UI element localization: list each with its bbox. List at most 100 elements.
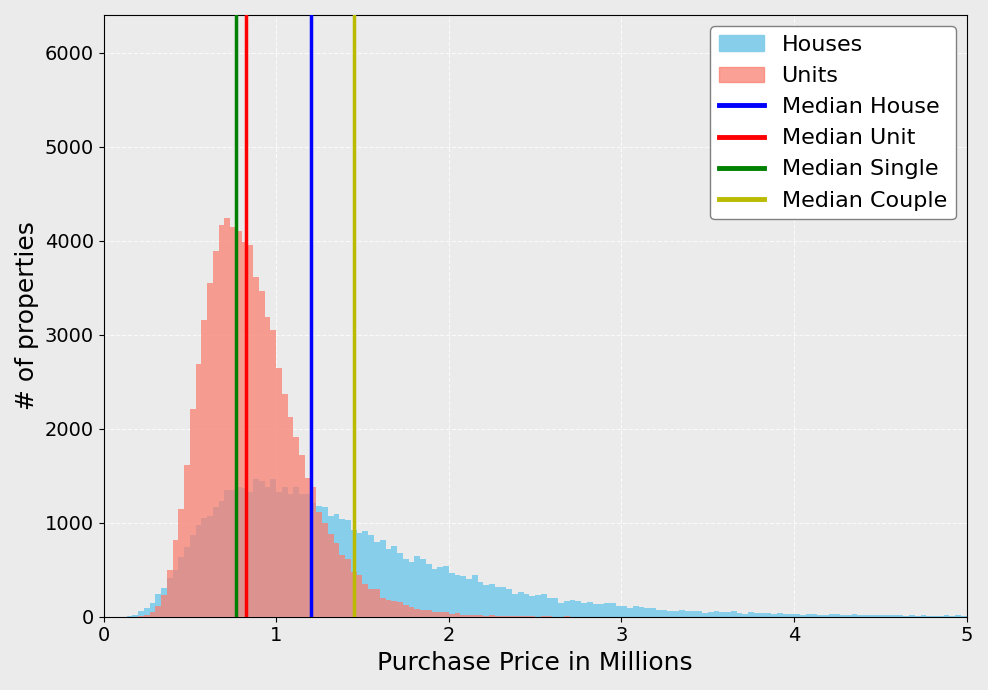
Bar — [472, 575, 477, 617]
Bar — [426, 611, 432, 617]
Bar — [184, 547, 190, 617]
Bar — [794, 613, 800, 617]
Bar — [454, 613, 460, 617]
Bar — [927, 616, 933, 617]
Bar — [299, 455, 305, 617]
Bar — [949, 615, 955, 617]
Bar — [489, 615, 495, 617]
Bar — [719, 611, 725, 617]
Bar — [403, 559, 408, 617]
Y-axis label: # of properties: # of properties — [15, 221, 39, 411]
Bar — [316, 512, 322, 617]
Bar — [788, 614, 794, 617]
Bar — [230, 490, 236, 617]
Bar — [742, 613, 748, 617]
Bar — [224, 217, 230, 617]
Bar — [530, 596, 535, 617]
Bar — [477, 582, 483, 617]
Bar — [524, 595, 530, 617]
Bar — [149, 603, 155, 617]
Bar — [570, 600, 575, 617]
Bar — [915, 615, 921, 617]
Bar — [800, 615, 805, 617]
Bar — [282, 395, 288, 617]
Bar — [782, 613, 788, 617]
Bar — [414, 555, 420, 617]
Bar — [483, 585, 489, 617]
Bar — [310, 503, 316, 617]
Bar — [167, 570, 173, 617]
Bar — [633, 607, 638, 617]
Bar — [460, 576, 466, 617]
Bar — [638, 607, 644, 617]
Bar — [702, 613, 707, 617]
Bar — [212, 506, 218, 617]
Bar — [202, 320, 207, 617]
Bar — [305, 493, 310, 617]
Bar — [535, 595, 540, 617]
Bar — [374, 542, 379, 617]
Bar — [921, 615, 927, 617]
Bar — [288, 493, 293, 617]
Bar — [685, 611, 691, 617]
Bar — [725, 612, 731, 617]
Bar — [379, 540, 385, 617]
Bar — [650, 609, 656, 617]
Bar — [961, 615, 966, 617]
Bar — [310, 486, 316, 617]
Bar — [414, 609, 420, 617]
Bar — [777, 613, 782, 617]
Bar — [605, 603, 610, 617]
Bar — [184, 465, 190, 617]
Bar — [236, 487, 242, 617]
Bar — [460, 615, 466, 617]
Bar — [760, 613, 766, 617]
Bar — [898, 615, 903, 617]
Bar — [501, 587, 507, 617]
Bar — [397, 602, 403, 617]
Bar — [212, 251, 218, 617]
Bar — [190, 535, 196, 617]
Bar — [466, 580, 472, 617]
Bar — [247, 492, 253, 617]
Bar — [823, 615, 829, 617]
Bar — [345, 560, 351, 617]
Bar — [322, 523, 328, 617]
Bar — [253, 480, 259, 617]
Bar — [495, 587, 501, 617]
Bar — [852, 615, 858, 617]
X-axis label: Purchase Price in Millions: Purchase Price in Millions — [377, 651, 693, 675]
Bar — [305, 478, 310, 617]
Bar — [369, 589, 374, 617]
Bar — [512, 594, 518, 617]
Bar — [334, 514, 340, 617]
Bar — [259, 481, 265, 617]
Bar — [707, 612, 713, 617]
Bar — [864, 615, 868, 617]
Bar — [179, 509, 184, 617]
Bar — [230, 227, 236, 617]
Bar — [438, 567, 443, 617]
Bar — [662, 609, 668, 617]
Bar — [328, 515, 334, 617]
Bar — [155, 595, 161, 617]
Bar — [593, 604, 599, 617]
Bar — [293, 486, 299, 617]
Bar — [340, 519, 345, 617]
Bar — [345, 520, 351, 617]
Bar — [385, 549, 391, 617]
Bar — [161, 595, 167, 617]
Bar — [858, 615, 864, 617]
Bar — [673, 611, 679, 617]
Bar — [438, 613, 443, 617]
Bar — [379, 598, 385, 617]
Bar — [161, 589, 167, 617]
Bar — [955, 615, 961, 617]
Bar — [892, 615, 898, 617]
Bar — [466, 615, 472, 617]
Bar — [357, 575, 363, 617]
Bar — [432, 611, 438, 617]
Bar — [202, 518, 207, 617]
Bar — [454, 575, 460, 617]
Bar — [207, 283, 212, 617]
